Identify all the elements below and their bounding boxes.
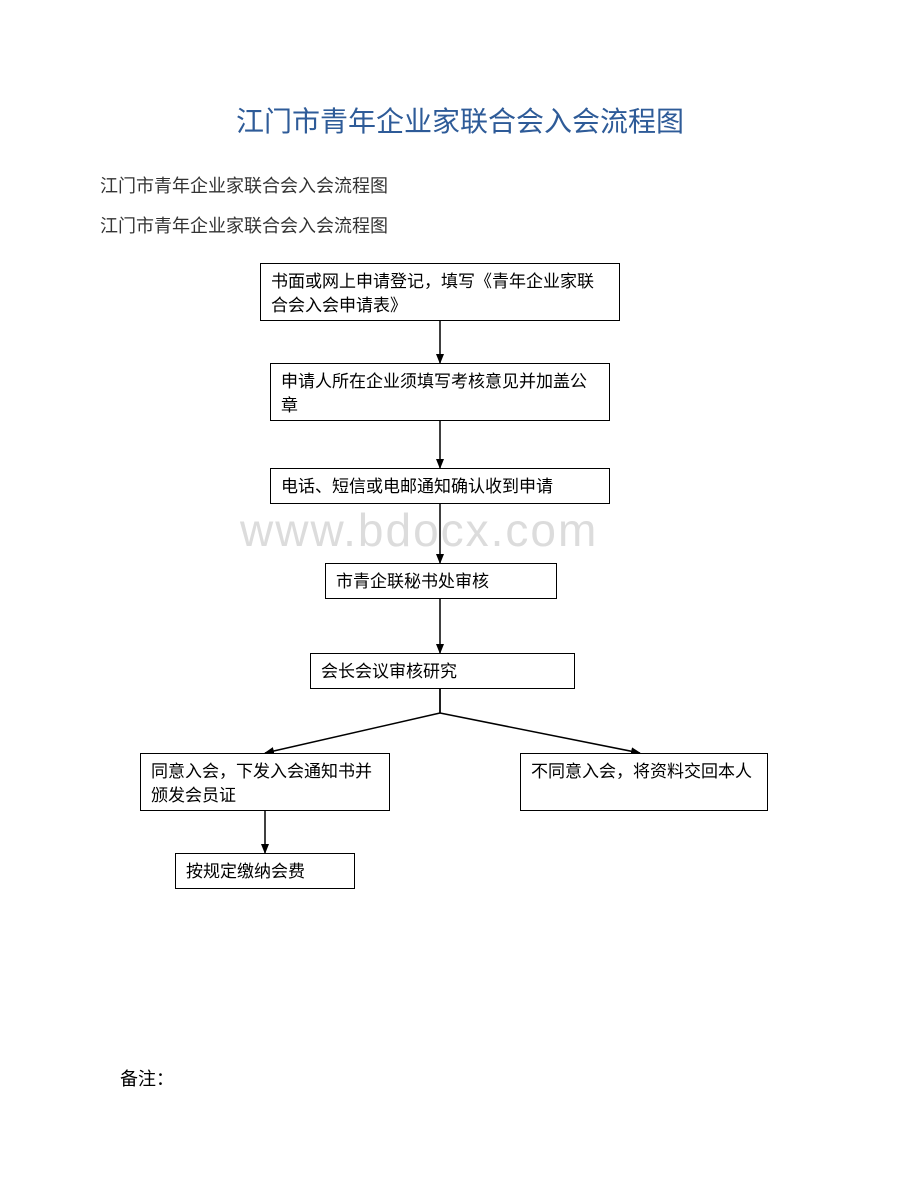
flow-node-n8: 按规定缴纳会费 (175, 853, 355, 889)
flow-edge-n5-n7-seg1 (440, 713, 640, 753)
flow-node-n3: 电话、短信或电邮通知确认收到申请 (270, 468, 610, 504)
document-page: 江门市青年企业家联合会入会流程图 江门市青年企业家联合会入会流程图 江门市青年企… (0, 0, 920, 1191)
subtitle-line-1: 江门市青年企业家联合会入会流程图 (100, 170, 820, 202)
flow-node-n6: 同意入会，下发入会通知书并颁发会员证 (140, 753, 390, 811)
flow-node-n1: 书面或网上申请登记，填写《青年企业家联合会入会申请表》 (260, 263, 620, 321)
flow-edge-n5-n6-seg1 (265, 713, 440, 753)
flow-node-n5: 会长会议审核研究 (310, 653, 575, 689)
flowchart-container: www.bdocx.com 书面或网上申请登记，填写《青年企业家联合会入会申请表… (100, 263, 820, 903)
subtitle-line-2: 江门市青年企业家联合会入会流程图 (100, 210, 820, 242)
flow-node-n2: 申请人所在企业须填写考核意见并加盖公章 (270, 363, 610, 421)
footnote-label: 备注： (120, 1065, 174, 1091)
page-title: 江门市青年企业家联合会入会流程图 (100, 100, 820, 140)
flow-node-n4: 市青企联秘书处审核 (325, 563, 557, 599)
flow-node-n7: 不同意入会，将资料交回本人 (520, 753, 768, 811)
